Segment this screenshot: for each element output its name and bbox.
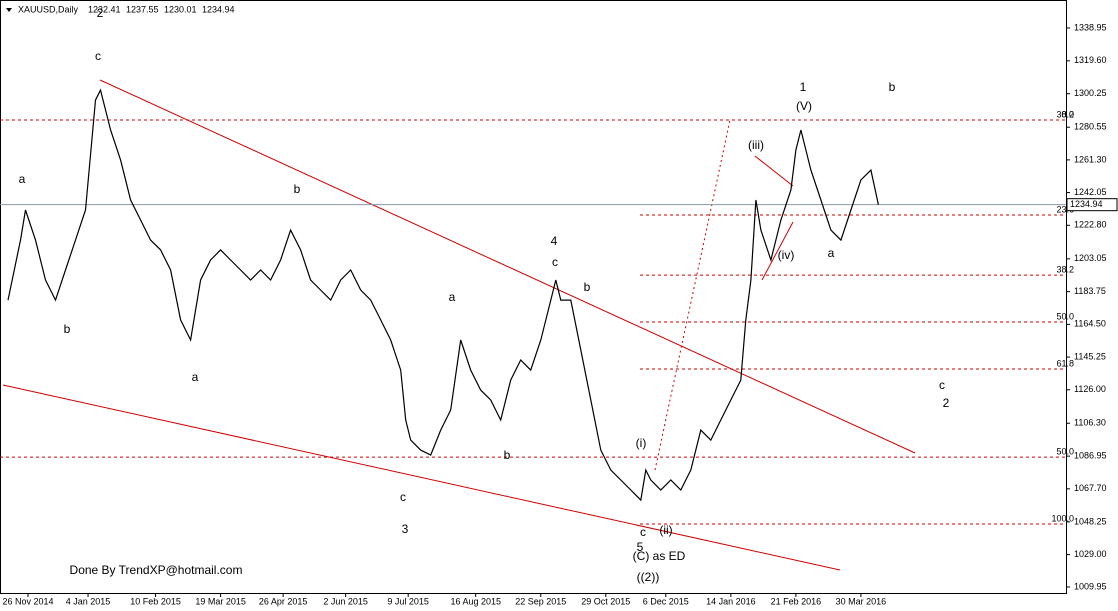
trend-line [761,221,794,281]
wave-label: 2 [97,6,104,20]
price-line [7,88,879,502]
x-tick-label: 10 Feb 2015 [130,596,181,606]
trend-line [2,384,841,571]
wave-label: (V) [796,99,812,113]
wave-label: 3 [402,522,409,536]
y-tick-label: 1242.05 [1074,187,1107,197]
y-tick-label: 1300.25 [1074,88,1107,98]
wave-label: c [640,525,646,539]
x-tick-label: 4 Jan 2015 [66,596,111,606]
y-tick-label: 1183.75 [1074,286,1106,296]
wave-label: a [449,290,456,304]
wave-label: a [192,370,199,384]
x-tick-label: 19 Mar 2015 [195,596,246,606]
wave-label: b [889,80,896,94]
y-tick-label: 1048.25 [1074,516,1107,526]
ohlc-value: 1232.41 [88,4,121,14]
x-tick-label: 26 Nov 2014 [2,596,53,606]
y-tick-label: 1145.25 [1074,351,1106,361]
x-tick-label: 26 Apr 2015 [259,596,308,606]
trend-line [754,155,794,187]
wave-label: Done By TrendXP@hotmail.com [70,563,243,577]
wave-label: (ii) [659,523,672,537]
trend-line [99,79,916,454]
wave-label: (C) as ED [633,549,686,563]
fib-label: 50.0 [1056,446,1074,456]
y-tick-label: 1319.60 [1074,55,1107,65]
x-tick-label: 14 Jan 2016 [706,596,756,606]
wave-label: c [939,378,945,392]
ohlc-value: 1237.55 [126,4,159,14]
x-tick-label: 16 Aug 2015 [450,596,501,606]
wave-label: (iii) [748,138,764,152]
y-tick-label: 1280.55 [1074,122,1107,132]
y-tick-label: 1338.95 [1074,22,1107,32]
ohlc-value: 1230.01 [164,4,197,14]
menu-arrow[interactable] [6,8,12,12]
x-tick-label: 6 Dec 2015 [643,596,689,606]
fib-label: 0.0 [1061,109,1074,119]
fib-label: 50.0 [1056,311,1074,321]
wave-label: c [95,49,101,63]
y-tick-label: 1203.05 [1074,253,1107,263]
wave-label: b [294,182,301,196]
x-tick-label: 9 Jul 2015 [387,596,429,606]
last-price-label: 1234.94 [1070,199,1103,209]
wave-label: ((2)) [637,570,660,584]
x-tick-label: 2 Jun 2015 [323,596,368,606]
x-tick-label: 21 Feb 2016 [771,596,822,606]
x-tick-label: 22 Sep 2015 [515,596,566,606]
y-tick-label: 1029.00 [1074,549,1107,559]
fib-label: 61.8 [1056,358,1074,368]
x-tick-label: 29 Oct 2015 [581,596,630,606]
fib-label: 100.0 [1051,513,1074,523]
y-tick-label: 1261.30 [1074,154,1107,164]
y-tick-label: 1222.80 [1074,220,1107,230]
y-tick-label: 1126.00 [1074,384,1106,394]
wave-label: 4 [551,234,558,248]
chart-title: XAUUSD,Daily [18,4,79,14]
fib-label: 38.2 [1056,264,1074,274]
y-tick-label: 1106.30 [1074,418,1106,428]
ohlc-value: 1234.94 [202,4,235,14]
last-price-box [1066,198,1118,212]
wave-label: b [64,322,71,336]
y-tick-label: 1067.70 [1074,483,1107,493]
wave-label: c [400,490,406,504]
y-tick-label: 1009.95 [1074,581,1107,591]
y-tick-label: 1086.95 [1074,451,1107,461]
wave-label: c [552,255,558,269]
wave-label: 1 [800,80,807,94]
wave-label: 2 [943,396,950,410]
wave-label: 5 [637,540,644,554]
wave-label: (iv) [778,248,795,262]
y-tick-label: 1164.50 [1074,319,1106,329]
wave-label: a [828,246,835,260]
wave-label: b [584,280,591,294]
wave-label: (i) [636,436,647,450]
wave-label: a [19,172,26,186]
plot-frame [0,0,1067,594]
wave-label: b [504,448,511,462]
fib-label: 38.2 [1056,109,1074,119]
x-tick-label: 30 Mar 2016 [836,596,887,606]
fib-label: 23.6 [1056,204,1074,214]
